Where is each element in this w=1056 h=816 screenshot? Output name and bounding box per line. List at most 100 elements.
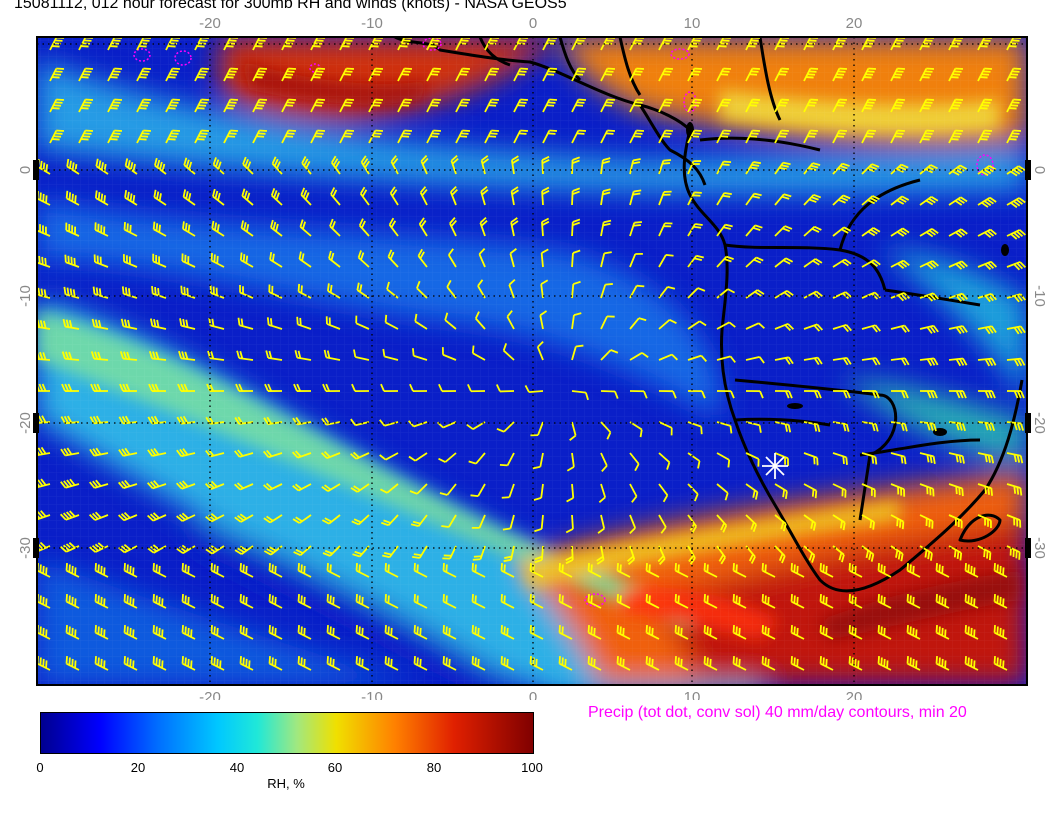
wind-barb [241, 188, 254, 206]
wind-barb [935, 624, 950, 640]
wind-barb [293, 383, 312, 392]
wind-barb [703, 562, 718, 578]
lat-tick: -20 [1031, 412, 1048, 434]
wind-barb [571, 280, 581, 299]
wind-barb [297, 593, 312, 609]
wind-barb [919, 390, 938, 399]
wind-barb [703, 593, 718, 609]
wind-barb [119, 383, 138, 392]
wind-barb [379, 452, 399, 461]
wind-barb [252, 67, 268, 82]
wind-barb [832, 514, 846, 531]
wind-barb [397, 98, 413, 113]
wind-barb [716, 160, 732, 175]
wind-barb [212, 157, 225, 175]
wind-barb [263, 482, 283, 491]
wind-barb [88, 511, 109, 521]
wind-barb [774, 483, 788, 499]
wind-barb [165, 67, 181, 82]
wind-barb [774, 421, 792, 433]
wind-barb [890, 227, 910, 237]
wind-barb [761, 562, 776, 578]
wind-barb [571, 312, 582, 330]
wind-barb [774, 161, 791, 175]
wind-barb [65, 624, 80, 640]
wind-barb [774, 356, 794, 365]
wind-barb [542, 67, 558, 82]
wind-barb [819, 655, 834, 671]
wind-barb [687, 390, 706, 399]
wind-barb [832, 323, 852, 333]
wind-barb [890, 195, 910, 206]
wind-barb [558, 562, 573, 578]
wind-barb [60, 415, 80, 425]
wind-barb [506, 310, 515, 330]
wind-barb [107, 67, 123, 82]
wind-barb [658, 514, 667, 534]
wind-barb [832, 67, 848, 82]
wind-barb [565, 514, 574, 534]
wind-barb [600, 129, 616, 144]
wind-barb [1006, 197, 1026, 209]
wind-barb [919, 196, 939, 206]
wind-barb [353, 349, 370, 361]
wind-barb [359, 186, 370, 206]
wind-barb [500, 624, 515, 640]
wind-barb [645, 593, 660, 609]
wind-barb [600, 98, 616, 113]
wind-barb [848, 624, 863, 640]
wind-barb [37, 254, 51, 268]
wind-barb [774, 225, 793, 237]
wind-barb [470, 483, 486, 498]
wind-barb [716, 288, 735, 299]
wind-barb [890, 67, 906, 82]
wind-barb [774, 67, 790, 82]
wind-barb [484, 67, 500, 82]
wind-barb [194, 67, 210, 82]
wind-barb [919, 483, 935, 497]
wind-barb [803, 452, 819, 466]
wind-barb [948, 325, 968, 335]
location-marker [762, 453, 788, 479]
wind-barb [93, 254, 109, 268]
wind-barb [890, 324, 910, 333]
wind-barb [234, 513, 254, 523]
wind-barb [571, 218, 581, 237]
rh-wind-map: -20 -10 0 10 20 -20 -10 0 10 20 0 -10 -2… [17, 15, 1048, 700]
wind-barb [212, 188, 225, 206]
map-frame [36, 36, 1028, 686]
wind-barb [210, 655, 225, 671]
wind-barb [977, 196, 997, 208]
wind-barb [438, 452, 457, 463]
wind-barb [861, 67, 877, 82]
wind-barb [948, 196, 968, 206]
wind-barb [107, 129, 123, 144]
wind-barb [600, 188, 611, 206]
wind-barb [194, 129, 210, 144]
wind-barb [861, 98, 877, 113]
wind-barb [339, 98, 355, 113]
wind-barb [298, 251, 312, 268]
wind-barb [790, 562, 805, 578]
wind-barb [301, 156, 312, 175]
lat-tick: -10 [17, 285, 34, 307]
wind-barb [292, 514, 312, 524]
wind-barb [268, 655, 283, 671]
wind-barb [541, 217, 550, 237]
wind-barb [890, 163, 909, 175]
wind-barb [819, 562, 834, 578]
wind-barb [803, 162, 821, 175]
wind-barb [239, 252, 254, 268]
wind-barb [803, 356, 823, 366]
wind-barb [629, 98, 645, 113]
wind-barb [233, 482, 254, 491]
wind-barb [397, 67, 413, 82]
wind-barb [674, 624, 689, 640]
wind-barb [774, 545, 786, 564]
wind-barb [774, 514, 787, 532]
wind-barb [510, 217, 519, 237]
wind-barb [977, 228, 997, 239]
wind-barb [861, 545, 875, 562]
wind-barb [511, 155, 520, 175]
wind-barb [65, 593, 80, 609]
